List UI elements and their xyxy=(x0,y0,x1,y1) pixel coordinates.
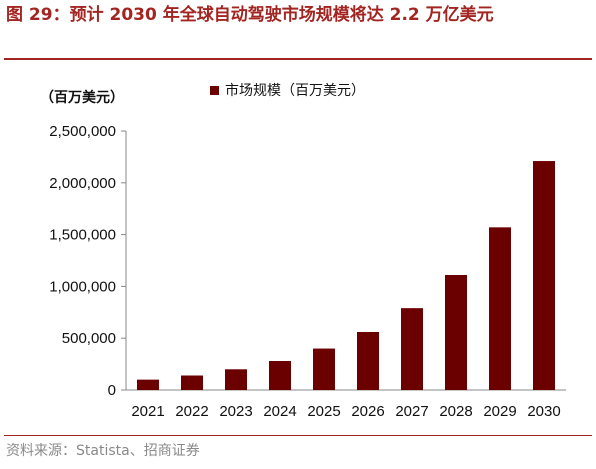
x-tick-label: 2023 xyxy=(219,403,252,420)
y-tick-label: 2,000,000 xyxy=(49,175,116,192)
y-tick-label: 0 xyxy=(108,382,116,399)
x-tick-label: 2025 xyxy=(307,403,340,420)
bar xyxy=(401,308,423,390)
x-tick-label: 2027 xyxy=(395,403,428,420)
bar xyxy=(137,379,159,390)
bar xyxy=(445,275,467,390)
source-note: 资料来源：Statista、招商证券 xyxy=(6,443,200,459)
x-tick-label: 2021 xyxy=(131,403,164,420)
x-tick-label: 2030 xyxy=(527,403,560,420)
chart-legend: 市场规模（百万美元） xyxy=(210,80,365,100)
x-tick-label: 2029 xyxy=(483,403,516,420)
y-axis-unit: （百万美元） xyxy=(40,90,124,106)
x-tick-label: 2022 xyxy=(175,403,208,420)
x-tick-label: 2024 xyxy=(263,403,296,420)
source-divider xyxy=(4,435,592,436)
bar xyxy=(313,348,335,390)
title-divider xyxy=(4,58,592,60)
y-tick-label: 2,500,000 xyxy=(49,123,116,140)
bar xyxy=(357,331,379,390)
legend-label: 市场规模（百万美元） xyxy=(225,83,365,99)
x-tick-label: 2028 xyxy=(439,403,472,420)
bar xyxy=(533,161,555,390)
bar xyxy=(269,360,291,390)
figure-title: 图 29：预计 2030 年全球自动驾驶市场规模将达 2.2 万亿美元 xyxy=(6,5,494,25)
bar xyxy=(489,227,511,390)
x-tick-label: 2026 xyxy=(351,403,384,420)
y-tick-label: 1,500,000 xyxy=(49,227,116,244)
bar xyxy=(225,369,247,390)
y-tick-label: 1,000,000 xyxy=(49,278,116,295)
legend-swatch xyxy=(210,85,219,95)
bar xyxy=(181,375,203,390)
y-tick-label: 500,000 xyxy=(62,330,116,347)
